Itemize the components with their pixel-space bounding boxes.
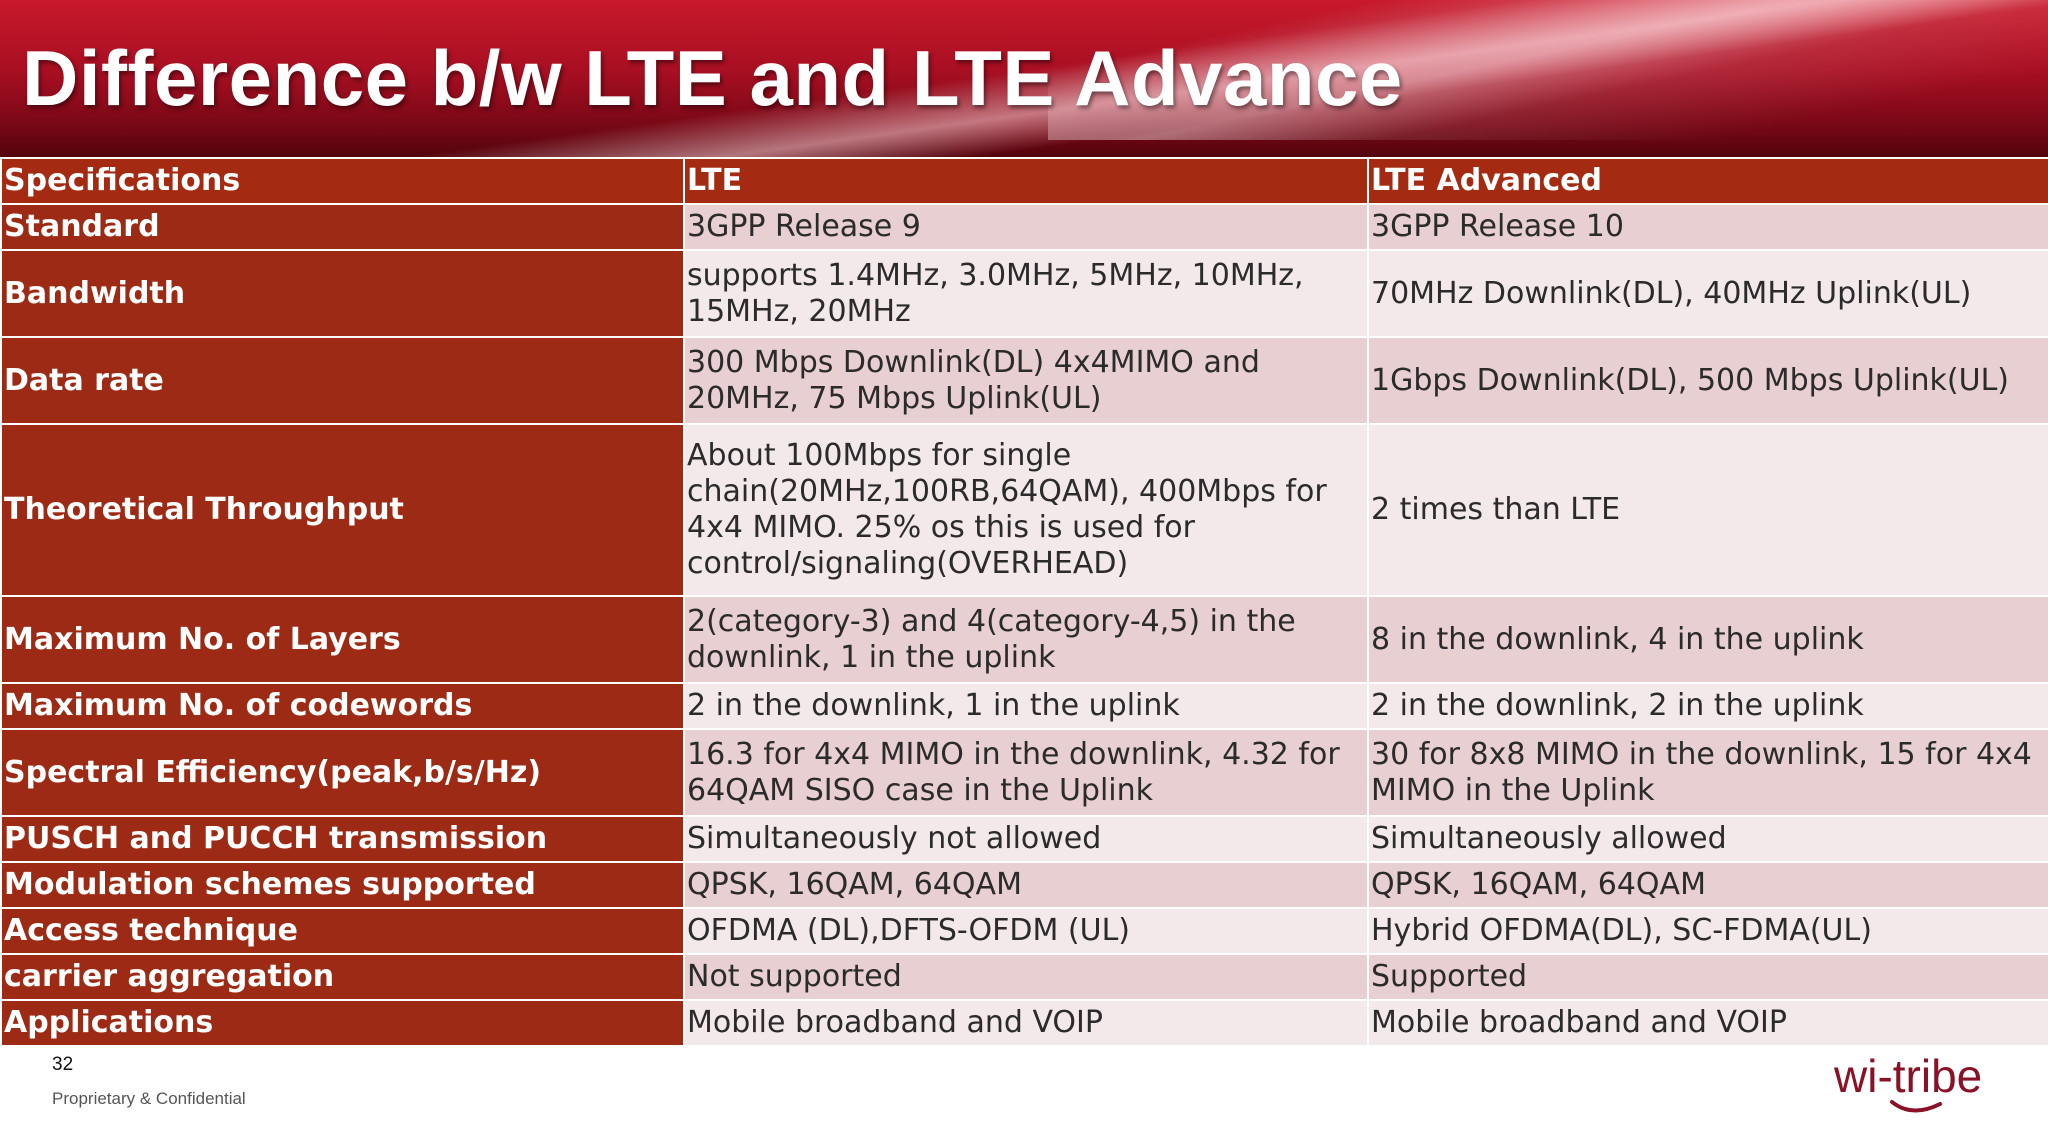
comparison-table: Specifications LTE LTE Advanced Standard… [0, 157, 2048, 1047]
spec-label: carrier aggregation [0, 953, 685, 1001]
lte-value: 2 in the downlink, 1 in the uplink [683, 682, 1369, 730]
slide-title: Difference b/w LTE and LTE Advance [22, 34, 1403, 122]
spec-label: Spectral Efficiency(peak,b/s/Hz) [0, 728, 685, 817]
table-row: Theoretical Throughput About 100Mbps for… [0, 423, 2048, 597]
lte-value: 300 Mbps Downlink(DL) 4x4MIMO and 20MHz,… [683, 336, 1369, 425]
logo-text: wi-tribe [1833, 1052, 1982, 1102]
lte-value: 2(category-3) and 4(category-4,5) in the… [683, 595, 1369, 684]
spec-label: Data rate [0, 336, 685, 425]
table-row: Bandwidth supports 1.4MHz, 3.0MHz, 5MHz,… [0, 249, 2048, 338]
header-specifications: Specifications [0, 157, 685, 205]
lte-value: Mobile broadband and VOIP [683, 999, 1369, 1047]
table-row: Maximum No. of Layers 2(category-3) and … [0, 595, 2048, 684]
page-number: 32 [52, 1054, 74, 1075]
lte-advanced-value: Supported [1367, 953, 2048, 1001]
table-header-row: Specifications LTE LTE Advanced [0, 157, 2048, 205]
lte-value: QPSK, 16QAM, 64QAM [683, 861, 1369, 909]
lte-advanced-value: 8 in the downlink, 4 in the uplink [1367, 595, 2048, 684]
lte-advanced-value: Simultaneously allowed [1367, 815, 2048, 863]
confidential-notice: Proprietary & Confidential [52, 1089, 246, 1108]
table-row: Applications Mobile broadband and VOIP M… [0, 999, 2048, 1047]
lte-advanced-value: Hybrid OFDMA(DL), SC-FDMA(UL) [1367, 907, 2048, 955]
lte-value: Not supported [683, 953, 1369, 1001]
title-banner: Difference b/w LTE and LTE Advance [0, 0, 2048, 158]
lte-advanced-value: QPSK, 16QAM, 64QAM [1367, 861, 2048, 909]
table-row: Access technique OFDMA (DL),DFTS-OFDM (U… [0, 907, 2048, 955]
spec-label: Maximum No. of Layers [0, 595, 685, 684]
logo-swoosh [1890, 1100, 1942, 1113]
spec-label: Applications [0, 999, 685, 1047]
header-lte: LTE [683, 157, 1369, 205]
spec-label: Modulation schemes supported [0, 861, 685, 909]
lte-advanced-value: 2 in the downlink, 2 in the uplink [1367, 682, 2048, 730]
table-row: PUSCH and PUCCH transmission Simultaneou… [0, 815, 2048, 863]
lte-advanced-value: 30 for 8x8 MIMO in the downlink, 15 for … [1367, 728, 2048, 817]
table-row: Maximum No. of codewords 2 in the downli… [0, 682, 2048, 730]
spec-label: Maximum No. of codewords [0, 682, 685, 730]
lte-advanced-value: 1Gbps Downlink(DL), 500 Mbps Uplink(UL) [1367, 336, 2048, 425]
lte-advanced-value: 3GPP Release 10 [1367, 203, 2048, 251]
spec-label: Standard [0, 203, 685, 251]
spec-label: Theoretical Throughput [0, 423, 685, 597]
wi-tribe-logo: wi-tribe [1833, 1052, 1982, 1113]
table-row: carrier aggregation Not supported Suppor… [0, 953, 2048, 1001]
table-row: Spectral Efficiency(peak,b/s/Hz) 16.3 fo… [0, 728, 2048, 817]
lte-value: Simultaneously not allowed [683, 815, 1369, 863]
lte-value: About 100Mbps for single chain(20MHz,100… [683, 423, 1369, 597]
table-row: Modulation schemes supported QPSK, 16QAM… [0, 861, 2048, 909]
spec-label: PUSCH and PUCCH transmission [0, 815, 685, 863]
lte-value: supports 1.4MHz, 3.0MHz, 5MHz, 10MHz, 15… [683, 249, 1369, 338]
table-row: Data rate 300 Mbps Downlink(DL) 4x4MIMO … [0, 336, 2048, 425]
lte-value: 3GPP Release 9 [683, 203, 1369, 251]
lte-value: OFDMA (DL),DFTS-OFDM (UL) [683, 907, 1369, 955]
table-row: Standard 3GPP Release 9 3GPP Release 10 [0, 203, 2048, 251]
spec-label: Access technique [0, 907, 685, 955]
header-lte-advanced: LTE Advanced [1367, 157, 2048, 205]
spec-label: Bandwidth [0, 249, 685, 338]
lte-advanced-value: 70MHz Downlink(DL), 40MHz Uplink(UL) [1367, 249, 2048, 338]
lte-advanced-value: Mobile broadband and VOIP [1367, 999, 2048, 1047]
lte-advanced-value: 2 times than LTE [1367, 423, 2048, 597]
lte-value: 16.3 for 4x4 MIMO in the downlink, 4.32 … [683, 728, 1369, 817]
